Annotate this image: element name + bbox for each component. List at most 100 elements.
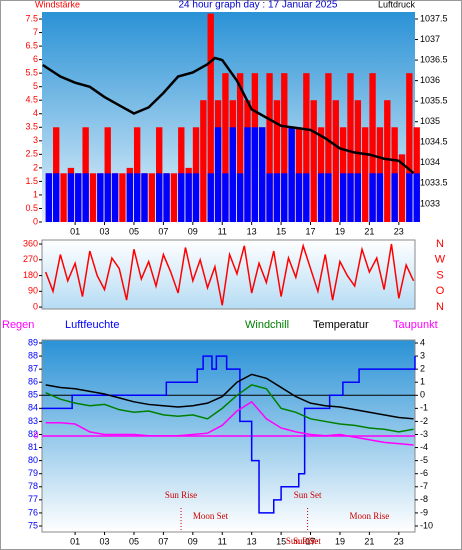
wind-bar [126, 173, 133, 222]
y2-tick-label: 1035 [420, 116, 440, 126]
compass-label: N [436, 301, 444, 313]
y2-tick-label: 1034.5 [420, 137, 448, 147]
y2-tick-label: 0 [420, 390, 425, 400]
y-tick-label: 3.5 [25, 122, 38, 132]
pressure-label: Luftdruck [378, 0, 416, 9]
y-tick-label: 87 [28, 364, 38, 374]
y-tick-label: 7 [33, 27, 38, 37]
y2-tick-label: 2 [420, 364, 425, 374]
series-line [45, 384, 414, 433]
y2-tick-label: 1037 [420, 34, 440, 44]
wind-bar [303, 173, 310, 222]
series-line [45, 400, 414, 446]
x-tick-label: 21 [364, 226, 374, 236]
sun-event-label: Sun Set [294, 490, 322, 500]
wind-bar [75, 173, 82, 222]
wind-bar [104, 173, 111, 222]
wind-bar [354, 173, 362, 222]
y2-tick-label: 1036 [420, 75, 440, 85]
y-tick-label: 75 [28, 520, 38, 530]
x-tick-label: 15 [276, 226, 286, 236]
series-line [42, 355, 416, 514]
y-tick-label: 6.5 [25, 40, 38, 50]
wind-bar [273, 173, 281, 222]
y2-tick-label: 1037.5 [420, 13, 448, 23]
wind-bar [185, 173, 192, 222]
x-tick-label: 19 [335, 536, 345, 546]
x-tick-label: 07 [158, 536, 168, 546]
y-tick-label: 6 [33, 54, 38, 64]
y2-tick-label: -6 [420, 468, 428, 478]
wind-bar [141, 173, 148, 222]
y-tick-label: 76 [28, 507, 38, 517]
y-tick-label: 80 [28, 455, 38, 465]
wind-bar [347, 73, 354, 222]
wind-bar [391, 173, 398, 222]
x-tick-label: 05 [129, 226, 139, 236]
x-tick-label: 13 [247, 536, 257, 546]
y-tick-label: 0.5 [25, 203, 38, 213]
wind-bar [339, 173, 347, 222]
y-tick-label: 81 [28, 442, 38, 452]
y-tick-label: 5 [33, 81, 38, 91]
wind-bar [369, 73, 376, 222]
wind-bar [222, 73, 229, 222]
x-tick-label: 13 [247, 226, 257, 236]
y-tick-label: 90 [28, 286, 38, 296]
y-tick-label: 2.5 [25, 149, 38, 159]
x-tick-label: 01 [70, 536, 80, 546]
y2-tick-label: 1034 [420, 157, 440, 167]
wind-bar [273, 100, 281, 222]
y-tick-label: 4 [33, 108, 38, 118]
footer-label: Sun Rise [286, 536, 318, 546]
x-tick-label: 17 [306, 226, 316, 236]
series-line [45, 373, 414, 420]
wind-bar [163, 173, 170, 222]
wind-bar [236, 73, 244, 222]
compass-label: N [436, 238, 444, 250]
legend-entry: Regen [2, 319, 34, 331]
compass-label: O [436, 285, 445, 297]
wind-bar [214, 127, 222, 222]
x-tick-label: 19 [335, 226, 345, 236]
y-tick-label: 78 [28, 481, 38, 491]
y-tick-label: 89 [28, 337, 38, 347]
wind-bar [266, 73, 273, 222]
y2-tick-label: 3 [420, 350, 425, 360]
wind-bar [53, 173, 60, 222]
wind-bar [148, 173, 156, 222]
y-tick-label: 88 [28, 350, 38, 360]
wind-bar [60, 173, 67, 222]
y-tick-label: 0 [33, 216, 38, 226]
wind-bar [178, 173, 185, 222]
wind-bar [222, 173, 229, 222]
y2-tick-label: -3 [420, 429, 428, 439]
series-line [42, 56, 415, 175]
wind-bar [170, 173, 178, 222]
rain-tick-label: 0 [33, 430, 38, 440]
panel-direction [41, 239, 416, 310]
x-tick-label: 11 [218, 226, 227, 236]
y2-tick-label: -7 [420, 481, 428, 491]
y2-tick-label: -1 [420, 403, 428, 413]
legend-entry: Luftfeuchte [65, 319, 119, 331]
x-tick-label: 23 [394, 226, 404, 236]
wind-bar [376, 173, 384, 222]
y-tick-label: 7.5 [25, 13, 38, 23]
moon-event-label: Moon Rise [350, 511, 390, 521]
wind-bar [119, 173, 126, 222]
y-tick-label: 1.5 [25, 176, 38, 186]
y-tick-label: 2 [33, 162, 38, 172]
wind-bar [244, 127, 251, 222]
wind-bar [369, 173, 376, 222]
y-tick-label: 84 [28, 403, 38, 413]
x-tick-label: 03 [100, 536, 110, 546]
x-tick-label: 11 [218, 536, 227, 546]
x-tick-label: 05 [129, 536, 139, 546]
wind-bar [362, 127, 369, 222]
legend-entry: Taupunkt [393, 319, 438, 331]
y2-tick-label: -2 [420, 416, 428, 426]
wind-bar [67, 173, 75, 222]
y2-tick-label: 1033 [420, 198, 440, 208]
moon-event-label: Moon Set [193, 511, 229, 521]
